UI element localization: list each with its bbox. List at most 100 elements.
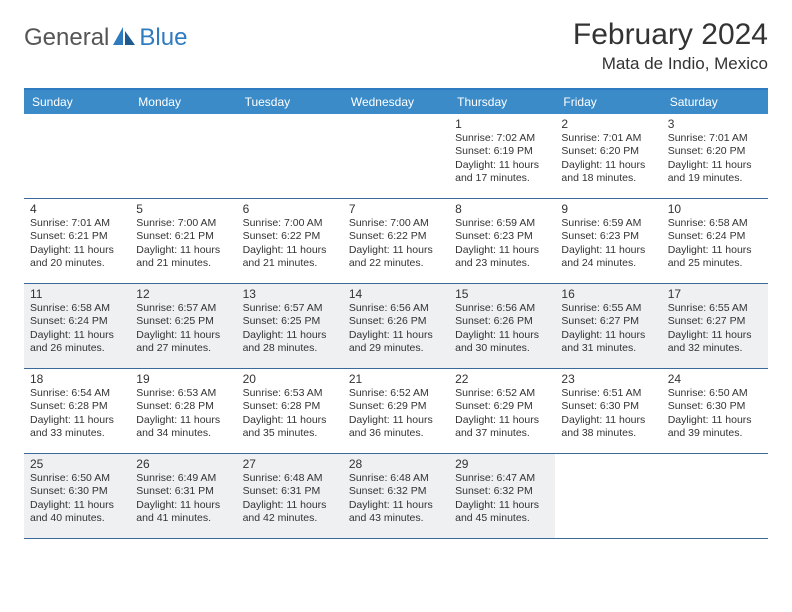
sunrise: Sunrise: 6:48 AM — [349, 472, 443, 485]
sunrise: Sunrise: 6:58 AM — [668, 217, 762, 230]
daylight: Daylight: 11 hours and 26 minutes. — [30, 329, 124, 356]
sunrise: Sunrise: 6:57 AM — [136, 302, 230, 315]
week-row: 1Sunrise: 7:02 AMSunset: 6:19 PMDaylight… — [24, 114, 768, 199]
day-number: 13 — [243, 287, 337, 301]
day-cell: 19Sunrise: 6:53 AMSunset: 6:28 PMDayligh… — [130, 369, 236, 453]
day-cell: 8Sunrise: 6:59 AMSunset: 6:23 PMDaylight… — [449, 199, 555, 283]
sunset: Sunset: 6:23 PM — [561, 230, 655, 243]
day-number: 19 — [136, 372, 230, 386]
daylight: Daylight: 11 hours and 21 minutes. — [243, 244, 337, 271]
sunset: Sunset: 6:19 PM — [455, 145, 549, 158]
sunset: Sunset: 6:30 PM — [668, 400, 762, 413]
sunrise: Sunrise: 7:00 AM — [136, 217, 230, 230]
week-row: 25Sunrise: 6:50 AMSunset: 6:30 PMDayligh… — [24, 454, 768, 539]
day-cell: 18Sunrise: 6:54 AMSunset: 6:28 PMDayligh… — [24, 369, 130, 453]
sunrise: Sunrise: 6:52 AM — [455, 387, 549, 400]
day-number: 18 — [30, 372, 124, 386]
day-number: 9 — [561, 202, 655, 216]
day-cell — [343, 114, 449, 198]
daylight: Daylight: 11 hours and 33 minutes. — [30, 414, 124, 441]
day-number: 5 — [136, 202, 230, 216]
day-cell: 4Sunrise: 7:01 AMSunset: 6:21 PMDaylight… — [24, 199, 130, 283]
sunrise: Sunrise: 6:50 AM — [668, 387, 762, 400]
day-cell: 13Sunrise: 6:57 AMSunset: 6:25 PMDayligh… — [237, 284, 343, 368]
sunrise: Sunrise: 6:58 AM — [30, 302, 124, 315]
sunset: Sunset: 6:21 PM — [30, 230, 124, 243]
day-cell: 10Sunrise: 6:58 AMSunset: 6:24 PMDayligh… — [662, 199, 768, 283]
day-number: 11 — [30, 287, 124, 301]
week-row: 4Sunrise: 7:01 AMSunset: 6:21 PMDaylight… — [24, 199, 768, 284]
day-number: 24 — [668, 372, 762, 386]
header: General Blue February 2024 Mata de Indio… — [24, 18, 768, 74]
day-number: 25 — [30, 457, 124, 471]
day-number: 17 — [668, 287, 762, 301]
daylight: Daylight: 11 hours and 24 minutes. — [561, 244, 655, 271]
day-number: 14 — [349, 287, 443, 301]
sunrise: Sunrise: 6:55 AM — [668, 302, 762, 315]
logo-sail-icon — [111, 25, 137, 52]
day-number: 6 — [243, 202, 337, 216]
day-cell: 24Sunrise: 6:50 AMSunset: 6:30 PMDayligh… — [662, 369, 768, 453]
day-cell: 15Sunrise: 6:56 AMSunset: 6:26 PMDayligh… — [449, 284, 555, 368]
day-cell: 27Sunrise: 6:48 AMSunset: 6:31 PMDayligh… — [237, 454, 343, 538]
day-cell: 12Sunrise: 6:57 AMSunset: 6:25 PMDayligh… — [130, 284, 236, 368]
sunset: Sunset: 6:31 PM — [243, 485, 337, 498]
week-row: 11Sunrise: 6:58 AMSunset: 6:24 PMDayligh… — [24, 284, 768, 369]
daylight: Daylight: 11 hours and 19 minutes. — [668, 159, 762, 186]
day-cell: 28Sunrise: 6:48 AMSunset: 6:32 PMDayligh… — [343, 454, 449, 538]
sunrise: Sunrise: 6:56 AM — [349, 302, 443, 315]
sunrise: Sunrise: 6:57 AM — [243, 302, 337, 315]
title-block: February 2024 Mata de Indio, Mexico — [573, 18, 768, 74]
week-row: 18Sunrise: 6:54 AMSunset: 6:28 PMDayligh… — [24, 369, 768, 454]
day-number: 8 — [455, 202, 549, 216]
sunrise: Sunrise: 6:53 AM — [136, 387, 230, 400]
sunrise: Sunrise: 6:49 AM — [136, 472, 230, 485]
day-cell: 14Sunrise: 6:56 AMSunset: 6:26 PMDayligh… — [343, 284, 449, 368]
day-number: 21 — [349, 372, 443, 386]
day-cell: 9Sunrise: 6:59 AMSunset: 6:23 PMDaylight… — [555, 199, 661, 283]
day-cell: 23Sunrise: 6:51 AMSunset: 6:30 PMDayligh… — [555, 369, 661, 453]
sunrise: Sunrise: 7:01 AM — [561, 132, 655, 145]
day-cell — [130, 114, 236, 198]
day-cell: 6Sunrise: 7:00 AMSunset: 6:22 PMDaylight… — [237, 199, 343, 283]
dow-wednesday: Wednesday — [343, 90, 449, 114]
day-cell: 7Sunrise: 7:00 AMSunset: 6:22 PMDaylight… — [343, 199, 449, 283]
sunset: Sunset: 6:26 PM — [455, 315, 549, 328]
calendar: SundayMondayTuesdayWednesdayThursdayFrid… — [24, 88, 768, 539]
sunset: Sunset: 6:22 PM — [349, 230, 443, 243]
daylight: Daylight: 11 hours and 27 minutes. — [136, 329, 230, 356]
sunrise: Sunrise: 7:01 AM — [30, 217, 124, 230]
sunrise: Sunrise: 7:01 AM — [668, 132, 762, 145]
daylight: Daylight: 11 hours and 43 minutes. — [349, 499, 443, 526]
sunrise: Sunrise: 7:00 AM — [243, 217, 337, 230]
sunrise: Sunrise: 6:50 AM — [30, 472, 124, 485]
daylight: Daylight: 11 hours and 20 minutes. — [30, 244, 124, 271]
dow-friday: Friday — [555, 90, 661, 114]
daylight: Daylight: 11 hours and 39 minutes. — [668, 414, 762, 441]
day-number: 16 — [561, 287, 655, 301]
sunset: Sunset: 6:20 PM — [668, 145, 762, 158]
sunrise: Sunrise: 6:54 AM — [30, 387, 124, 400]
sunset: Sunset: 6:31 PM — [136, 485, 230, 498]
logo: General Blue — [24, 24, 187, 52]
day-number: 2 — [561, 117, 655, 131]
sunset: Sunset: 6:21 PM — [136, 230, 230, 243]
sunrise: Sunrise: 6:59 AM — [561, 217, 655, 230]
day-of-week-row: SundayMondayTuesdayWednesdayThursdayFrid… — [24, 90, 768, 114]
sunset: Sunset: 6:20 PM — [561, 145, 655, 158]
day-cell: 29Sunrise: 6:47 AMSunset: 6:32 PMDayligh… — [449, 454, 555, 538]
day-number: 12 — [136, 287, 230, 301]
sunrise: Sunrise: 6:47 AM — [455, 472, 549, 485]
day-cell — [237, 114, 343, 198]
sunrise: Sunrise: 6:52 AM — [349, 387, 443, 400]
daylight: Daylight: 11 hours and 30 minutes. — [455, 329, 549, 356]
day-number: 28 — [349, 457, 443, 471]
day-cell: 2Sunrise: 7:01 AMSunset: 6:20 PMDaylight… — [555, 114, 661, 198]
sunset: Sunset: 6:28 PM — [30, 400, 124, 413]
dow-monday: Monday — [130, 90, 236, 114]
day-number: 7 — [349, 202, 443, 216]
day-number: 3 — [668, 117, 762, 131]
daylight: Daylight: 11 hours and 23 minutes. — [455, 244, 549, 271]
sunset: Sunset: 6:23 PM — [455, 230, 549, 243]
sunrise: Sunrise: 7:02 AM — [455, 132, 549, 145]
